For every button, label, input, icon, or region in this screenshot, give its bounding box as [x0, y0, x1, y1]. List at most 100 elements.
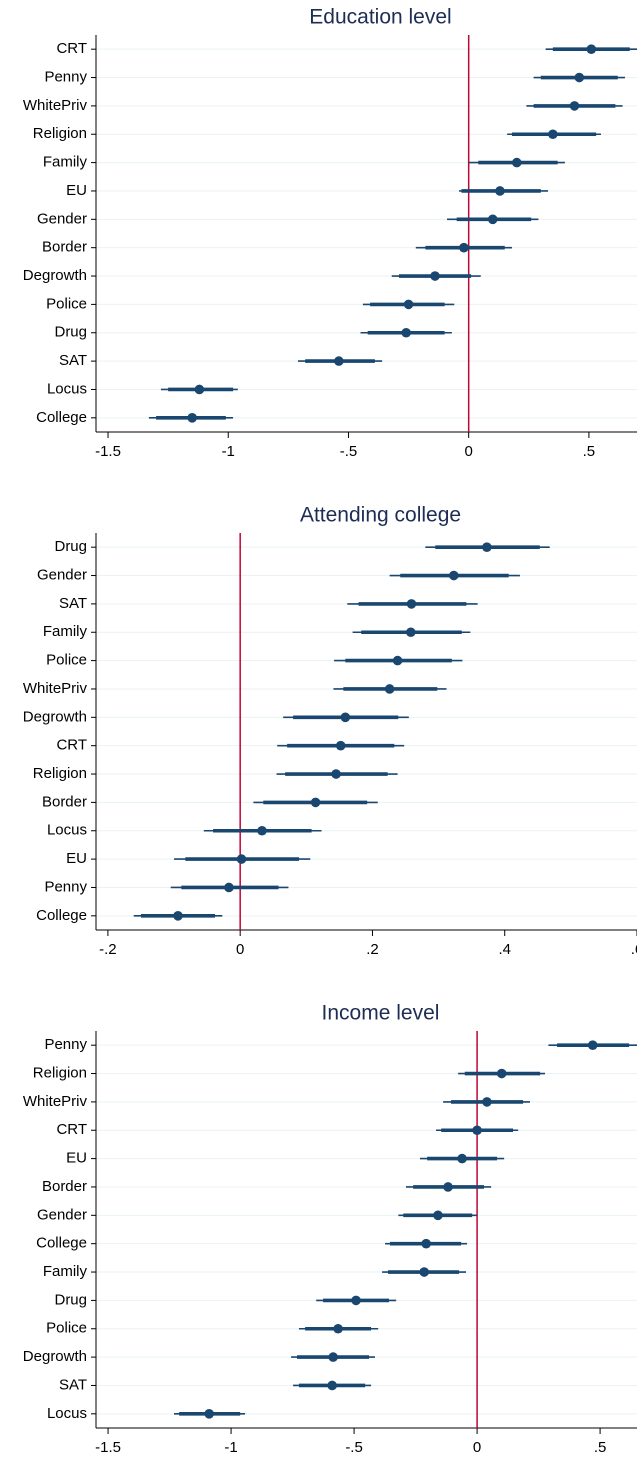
point-estimate — [334, 356, 344, 366]
point-estimate — [569, 101, 580, 111]
category-label: Family — [43, 623, 88, 640]
category-label: Locus — [47, 380, 87, 397]
point-estimate — [419, 1267, 429, 1277]
point-estimate — [433, 1210, 443, 1221]
category-label: Gender — [37, 567, 87, 584]
category-label: Border — [42, 1178, 87, 1195]
point-estimate — [401, 327, 411, 338]
category-label: Locus — [47, 1405, 87, 1422]
point-estimate — [257, 825, 267, 836]
category-label: Drug — [54, 1291, 87, 1308]
category-label: Locus — [47, 822, 87, 839]
x-tick-label: -1.5 — [95, 1439, 121, 1456]
category-label: EU — [66, 182, 87, 199]
category-label: Gender — [37, 210, 87, 227]
x-tick-label: -.5 — [340, 443, 358, 460]
category-label: Family — [43, 1263, 88, 1280]
category-label: CRT — [56, 737, 87, 754]
panel-title: Education level — [309, 6, 451, 29]
point-estimate — [403, 299, 414, 310]
point-estimate — [340, 712, 351, 723]
category-label: Degrowth — [23, 267, 87, 284]
category-label: Degrowth — [23, 708, 87, 725]
point-estimate — [421, 1238, 431, 1249]
point-estimate — [472, 1125, 482, 1136]
category-label: WhitePriv — [23, 1093, 88, 1110]
point-estimate — [586, 44, 597, 54]
point-estimate — [443, 1182, 453, 1192]
category-label: Family — [43, 154, 88, 171]
point-estimate — [548, 129, 558, 140]
category-label: Penny — [44, 878, 87, 895]
point-estimate — [351, 1295, 361, 1306]
point-estimate — [224, 882, 234, 893]
x-tick-label: .6 — [631, 941, 637, 958]
category-label: EU — [66, 850, 87, 867]
point-estimate — [194, 384, 205, 395]
x-tick-label: .5 — [594, 1439, 607, 1456]
point-estimate — [310, 797, 321, 808]
point-estimate — [482, 542, 492, 552]
category-label: Degrowth — [23, 1348, 87, 1365]
point-estimate — [187, 413, 197, 423]
point-estimate — [236, 854, 247, 864]
x-tick-label: -1 — [224, 1439, 237, 1456]
category-label: Drug — [54, 538, 87, 555]
category-label: Religion — [33, 125, 87, 142]
category-label: Penny — [44, 1036, 87, 1053]
point-estimate — [173, 911, 183, 921]
x-tick-label: 0 — [465, 443, 473, 460]
point-estimate — [392, 655, 403, 666]
x-tick-label: .4 — [498, 941, 511, 958]
point-estimate — [495, 186, 505, 196]
category-label: WhitePriv — [23, 97, 88, 114]
category-label: College — [36, 907, 87, 924]
category-label: Police — [46, 652, 87, 669]
x-tick-label: -1.5 — [95, 443, 121, 460]
x-tick-label: .2 — [366, 941, 379, 958]
x-tick-label: -1 — [222, 443, 235, 460]
category-label: Religion — [33, 1065, 87, 1082]
point-estimate — [487, 214, 498, 225]
category-label: CRT — [56, 40, 87, 57]
category-label: SAT — [59, 1376, 87, 1393]
point-estimate — [496, 1068, 507, 1079]
panel-title: Attending college — [300, 504, 461, 527]
category-label: Border — [42, 239, 87, 256]
point-estimate — [482, 1097, 492, 1107]
category-label: Drug — [54, 324, 87, 341]
point-estimate — [574, 72, 585, 83]
point-estimate — [333, 1323, 343, 1334]
panel-title: Income level — [322, 1002, 440, 1025]
point-estimate — [406, 599, 417, 609]
x-tick-label: 0 — [473, 1439, 481, 1456]
category-label: Border — [42, 793, 87, 810]
category-label: WhitePriv — [23, 680, 88, 697]
category-label: Gender — [37, 1206, 87, 1223]
point-estimate — [459, 242, 469, 253]
category-label: Police — [46, 1320, 87, 1337]
point-estimate — [331, 769, 341, 779]
point-estimate — [457, 1153, 467, 1164]
point-estimate — [511, 157, 522, 168]
category-label: Penny — [44, 69, 87, 86]
point-estimate — [327, 1380, 337, 1391]
x-tick-label: .5 — [583, 443, 596, 460]
point-estimate — [406, 627, 416, 638]
point-estimate — [204, 1409, 214, 1419]
category-label: EU — [66, 1150, 87, 1167]
x-tick-label: 0 — [236, 941, 244, 958]
category-label: Religion — [33, 765, 87, 782]
point-estimate — [384, 684, 395, 694]
point-estimate — [587, 1040, 598, 1050]
category-label: College — [36, 409, 87, 426]
category-label: SAT — [59, 595, 87, 612]
point-estimate — [430, 271, 440, 281]
point-estimate — [335, 740, 346, 751]
category-label: Police — [46, 295, 87, 312]
category-label: College — [36, 1235, 87, 1252]
category-label: SAT — [59, 352, 87, 369]
point-estimate — [328, 1352, 338, 1362]
x-tick-label: -.5 — [345, 1439, 363, 1456]
